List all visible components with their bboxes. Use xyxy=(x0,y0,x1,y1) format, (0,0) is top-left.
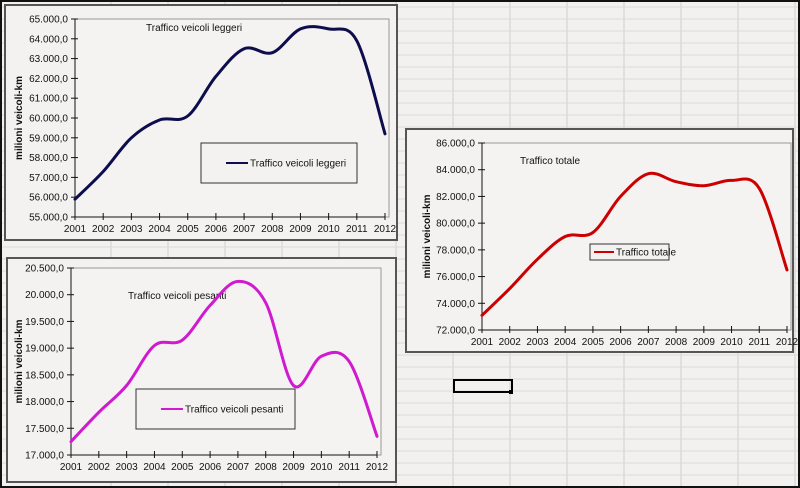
x-tick-label: 2011 xyxy=(749,337,771,348)
y-tick-label: 58.000,0 xyxy=(29,153,68,164)
y-tick-label: 19.500,0 xyxy=(25,317,64,328)
x-tick-label: 2011 xyxy=(346,224,368,235)
x-tick-label: 2009 xyxy=(289,224,312,235)
legend: Traffico veicoli pesanti xyxy=(135,388,296,430)
legend-label: Traffico veicoli leggeri xyxy=(250,159,346,170)
y-tick-label: 84.000,0 xyxy=(436,165,475,176)
chart-title: Traffico totale xyxy=(520,156,580,167)
series-line xyxy=(480,171,789,317)
x-tick-label: 2010 xyxy=(720,337,743,348)
y-tick-label: 17.000,0 xyxy=(25,451,64,462)
x-tick-label: 2001 xyxy=(60,462,83,473)
x-tick-label: 2007 xyxy=(227,462,250,473)
y-tick-label: 20.000,0 xyxy=(25,290,64,301)
y-tick-label: 86.000,0 xyxy=(436,139,475,150)
x-tick-label: 2001 xyxy=(471,337,494,348)
x-tick-label: 2012 xyxy=(776,337,799,348)
x-tick-label: 2003 xyxy=(116,462,139,473)
y-tick-label: 57.000,0 xyxy=(29,173,68,184)
chart-title: Traffico veicoli leggeri xyxy=(146,23,242,34)
y-tick-label: 56.000,0 xyxy=(29,193,68,204)
y-tick-label: 63.000,0 xyxy=(29,54,68,65)
x-tick-label: 2006 xyxy=(199,462,222,473)
x-tick-label: 2005 xyxy=(177,224,200,235)
x-tick-label: 2004 xyxy=(554,337,577,348)
x-tick-label: 2005 xyxy=(582,337,605,348)
x-tick-label: 2009 xyxy=(693,337,716,348)
y-tick-label: 62.000,0 xyxy=(29,74,68,85)
legend-box xyxy=(200,142,358,184)
y-tick-label: 64.000,0 xyxy=(29,34,68,45)
y-tick-label: 65.000,0 xyxy=(29,15,68,26)
fill-handle[interactable] xyxy=(509,390,513,394)
chart-leggeri-svg: 55.000,0 56.000,0 57.000,0 58.000,0 59.000,0… xyxy=(14,15,397,236)
chart-leggeri[interactable]: 55.000,0 56.000,0 57.000,0 58.000,0 59.000,0… xyxy=(4,4,398,241)
chart-title: Traffico veicoli pesanti xyxy=(128,291,226,302)
series-line xyxy=(73,25,387,201)
x-tick-label: 2005 xyxy=(171,462,194,473)
y-axis-label: milioni veicoli-km xyxy=(422,194,433,278)
x-tick-label: 2007 xyxy=(637,337,660,348)
x-tick-label: 2004 xyxy=(148,224,171,235)
y-axis-label: milioni veicoli-km xyxy=(14,319,25,403)
series-line xyxy=(69,279,379,444)
y-tick-label: 20.500,0 xyxy=(25,264,64,275)
legend: Traffico veicoli leggeri xyxy=(200,142,358,184)
x-tick-label: 2010 xyxy=(310,462,333,473)
y-tick-label: 82.000,0 xyxy=(436,192,475,203)
y-axis-label: milioni veicoli-km xyxy=(14,76,25,160)
y-tick-label: 78.000,0 xyxy=(436,245,475,256)
x-tick-label: 2012 xyxy=(366,462,389,473)
x-tick-label: 2012 xyxy=(374,224,397,235)
x-tick-label: 2002 xyxy=(88,462,111,473)
y-tick-label: 60.000,0 xyxy=(29,114,68,125)
y-tick-label: 80.000,0 xyxy=(436,219,475,230)
y-tick-label: 76.000,0 xyxy=(436,272,475,283)
x-tick-label: 2010 xyxy=(318,224,341,235)
x-tick-label: 2009 xyxy=(282,462,305,473)
x-tick-label: 2001 xyxy=(64,224,87,235)
y-tick-label: 72.000,0 xyxy=(436,326,475,337)
x-tick-label: 2002 xyxy=(92,224,115,235)
y-tick-label: 61.000,0 xyxy=(29,94,68,105)
x-tick-label: 2006 xyxy=(610,337,633,348)
x-tick-label: 2008 xyxy=(665,337,688,348)
y-tick-label: 59.000,0 xyxy=(29,133,68,144)
plot-area xyxy=(481,142,792,331)
y-tick-label: 55.000,0 xyxy=(29,213,68,224)
legend-label: Traffico veicoli pesanti xyxy=(185,405,283,416)
legend: Traffico totale xyxy=(589,243,676,261)
x-tick-label: 2003 xyxy=(120,224,143,235)
chart-pesanti-svg: 17.000,0 17.500,0 18.000,0 18.500,0 19.000,0… xyxy=(14,264,389,474)
x-tick-label: 2007 xyxy=(233,224,256,235)
plot-area xyxy=(74,18,390,218)
x-tick-label: 2008 xyxy=(261,224,284,235)
x-tick-label: 2011 xyxy=(338,462,360,473)
legend-box xyxy=(589,243,670,261)
x-tick-label: 2002 xyxy=(499,337,522,348)
y-tick-label: 18.000,0 xyxy=(25,397,64,408)
x-tick-label: 2004 xyxy=(143,462,166,473)
x-tick-label: 2006 xyxy=(205,224,228,235)
y-tick-label: 17.500,0 xyxy=(25,424,64,435)
x-tick-label: 2003 xyxy=(526,337,549,348)
selected-cell[interactable] xyxy=(453,379,513,393)
chart-totale[interactable]: 72.000,0 74.000,0 76.000,0 78.000,0 80.000,0… xyxy=(405,128,799,353)
x-tick-label: 2008 xyxy=(255,462,278,473)
legend-label: Traffico totale xyxy=(616,248,676,259)
chart-totale-svg: 72.000,0 74.000,0 76.000,0 78.000,0 80.000,0… xyxy=(422,139,799,349)
y-tick-label: 19.000,0 xyxy=(25,344,64,355)
chart-pesanti[interactable]: 17.000,0 17.500,0 18.000,0 18.500,0 19.000,0… xyxy=(6,257,397,483)
y-tick-label: 18.500,0 xyxy=(25,370,64,381)
y-tick-label: 74.000,0 xyxy=(436,299,475,310)
